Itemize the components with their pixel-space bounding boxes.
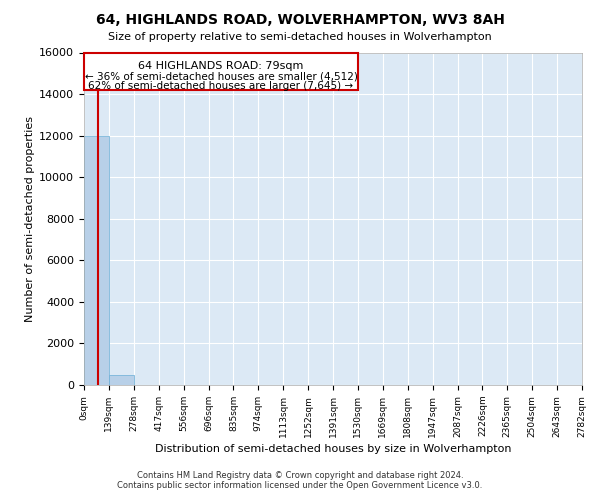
Y-axis label: Number of semi-detached properties: Number of semi-detached properties [25,116,35,322]
FancyBboxPatch shape [84,52,358,90]
Text: 64, HIGHLANDS ROAD, WOLVERHAMPTON, WV3 8AH: 64, HIGHLANDS ROAD, WOLVERHAMPTON, WV3 8… [95,12,505,26]
Text: 64 HIGHLANDS ROAD: 79sqm: 64 HIGHLANDS ROAD: 79sqm [138,60,304,70]
Bar [109,374,134,385]
Text: Size of property relative to semi-detached houses in Wolverhampton: Size of property relative to semi-detach… [108,32,492,42]
Text: Contains HM Land Registry data © Crown copyright and database right 2024.
Contai: Contains HM Land Registry data © Crown c… [118,470,482,490]
Bar [84,136,109,385]
Text: ← 36% of semi-detached houses are smaller (4,512): ← 36% of semi-detached houses are smalle… [85,72,358,82]
Text: 62% of semi-detached houses are larger (7,645) →: 62% of semi-detached houses are larger (… [88,82,353,92]
X-axis label: Distribution of semi-detached houses by size in Wolverhampton: Distribution of semi-detached houses by … [155,444,511,454]
